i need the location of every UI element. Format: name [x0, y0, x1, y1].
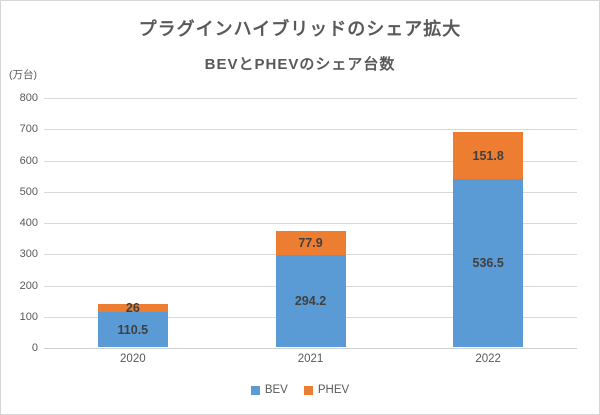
x-axis: 2020 2021 2022 [1, 353, 599, 369]
value-label-phev-2022: 151.8 [472, 148, 504, 163]
bar-segment-bev-2021: 294.2 [275, 255, 346, 347]
y-tick-label-100: 100 [19, 310, 38, 323]
bar-2020: 26 110.5 [97, 301, 168, 347]
gridline-400 [44, 223, 577, 224]
x-axis-label-2022: 2022 [475, 353, 501, 365]
chart-subtitle: BEVとPHEVのシェア台数 [204, 56, 396, 73]
plot-area: 26 110.5 77.9 294.2 151.8 536.5 [44, 98, 577, 349]
y-tick-label-600: 600 [19, 154, 38, 167]
y-tick-label-800: 800 [19, 92, 38, 104]
legend-swatch-icon [250, 385, 260, 395]
bar-segment-bev-2020: 110.5 [97, 312, 168, 347]
bar-segment-bev-2022: 536.5 [453, 179, 524, 347]
bar-segment-phev-2022: 151.8 [453, 131, 524, 180]
bar-segment-phev-2020: 26 [97, 301, 168, 316]
gridline-800 [44, 98, 577, 99]
gridline-500 [44, 191, 577, 193]
legend: BEV PHEV [1, 384, 599, 396]
x-axis-label-2021: 2021 [297, 353, 324, 365]
x-axis-label-2020: 2020 [120, 353, 146, 365]
y-tick-label-300: 300 [19, 248, 38, 261]
value-label-bev-2021: 294.2 [294, 294, 327, 309]
bar-2022: 151.8 536.5 [453, 131, 524, 347]
y-tick-label-400: 400 [19, 217, 38, 229]
chart-title: プラグインハイブリッドのシェア拡大 [138, 19, 462, 39]
value-label-phev-2021: 77.9 [298, 235, 323, 250]
y-tick-label-700: 700 [19, 123, 38, 136]
gridline-600 [44, 160, 577, 162]
y-tick-label-0: 0 [31, 342, 38, 354]
y-tick-label-200: 200 [19, 279, 38, 292]
bar-2021: 77.9 294.2 [275, 230, 346, 347]
gridline-0 [44, 348, 577, 349]
y-tick-label-500: 500 [19, 185, 38, 198]
value-label-bev-2022: 536.5 [472, 256, 504, 271]
legend-item-bev: BEV [250, 384, 288, 396]
y-axis-unit-label: (万台) [9, 69, 37, 81]
value-label-bev-2020: 110.5 [117, 322, 149, 337]
legend-swatch-icon [303, 385, 313, 395]
legend-label: PHEV [317, 384, 350, 396]
y-axis: 0 100 200 300 400 500 600 700 800 [1, 92, 38, 354]
value-label-phev-2020: 26 [125, 301, 140, 316]
gridline-700 [44, 129, 577, 131]
bar-segment-phev-2021: 77.9 [275, 230, 346, 256]
legend-label: BEV [264, 384, 288, 396]
legend-item-phev: PHEV [303, 384, 350, 396]
